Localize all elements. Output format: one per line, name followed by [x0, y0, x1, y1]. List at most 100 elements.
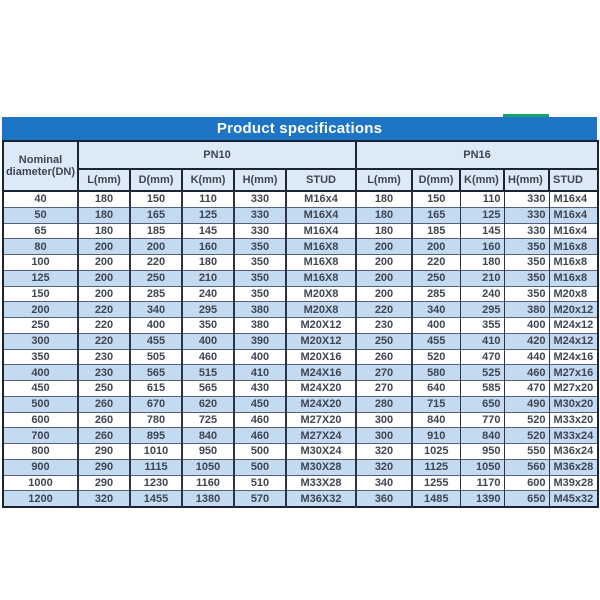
cell-pn10-h: 460 [233, 411, 286, 428]
table-row: 1000 290 1230 1160 510 M33X28 340 1255 1170 600 M3… [3, 474, 598, 491]
cell-pn10-h: 400 [233, 348, 286, 365]
table-row: 65 180 185 145 330 M16X4 180 185 145 330 M16x4 [3, 222, 598, 239]
cell-pn16-k: 240 [459, 285, 504, 302]
cell-pn16-k: 410 [459, 332, 504, 349]
cell-pn10-stud: M33X28 [285, 474, 356, 491]
cell-pn10-k: 240 [181, 285, 234, 302]
cell-pn10-l: 260 [77, 395, 130, 412]
cell-pn16-d: 150 [411, 190, 460, 208]
cell-pn16-stud: M33x20 [548, 411, 598, 428]
cell-pn10-d: 400 [129, 317, 182, 334]
table-row: 450 250 615 565 430 M24X20 270 640 585 470 M27x20 [3, 380, 598, 397]
cell-pn16-stud: M16x4 [548, 190, 598, 208]
cell-pn10-d: 185 [129, 222, 182, 239]
cell-pn16-h: 520 [503, 427, 549, 444]
cell-pn16-k: 1170 [459, 474, 504, 491]
cell-pn10-l: 260 [77, 411, 130, 428]
cell-pn16-k: 145 [459, 222, 504, 239]
cell-pn10-stud: M20X12 [285, 317, 356, 334]
cell-dn: 400 [3, 364, 78, 381]
cell-pn10-d: 615 [129, 380, 182, 397]
cell-dn: 250 [3, 317, 78, 334]
cell-pn10-stud: M24X20 [285, 380, 356, 397]
cell-dn: 700 [3, 427, 78, 444]
cell-pn10-stud: M30X24 [285, 443, 356, 460]
cell-pn10-k: 295 [181, 301, 234, 318]
cell-pn10-stud: M16X4 [285, 206, 356, 223]
pn16-group-header: PN16 [355, 140, 599, 170]
cell-pn10-h: 460 [233, 427, 286, 444]
cell-dn: 300 [3, 332, 78, 349]
cell-pn16-h: 490 [503, 395, 549, 412]
cell-pn16-h: 350 [503, 285, 549, 302]
cell-pn10-stud: M20X8 [285, 301, 356, 318]
cell-pn10-stud: M27X24 [285, 427, 356, 444]
cell-pn16-stud: M27x16 [548, 364, 598, 381]
cell-dn: 500 [3, 395, 78, 412]
cell-pn10-k: 145 [181, 222, 234, 239]
table-row: 300 220 455 400 390 M20X12 250 455 410 420 M24x12 [3, 332, 598, 349]
cell-pn16-stud: M33x24 [548, 427, 598, 444]
cell-pn16-l: 320 [355, 443, 412, 460]
cell-pn16-l: 200 [355, 269, 412, 286]
table-row: 100 200 220 180 350 M16X8 200 220 180 350 M16x8 [3, 254, 598, 271]
nominal-header-line1: Nominal [18, 154, 63, 166]
cell-pn10-d: 780 [129, 411, 182, 428]
cell-pn10-k: 515 [181, 364, 234, 381]
cell-pn16-stud: M16x4 [548, 222, 598, 239]
cell-pn16-h: 350 [503, 269, 549, 286]
cell-pn16-l: 220 [355, 301, 412, 318]
cell-pn10-h: 500 [233, 443, 286, 460]
cell-pn16-d: 200 [411, 238, 460, 255]
table-row: 250 220 400 350 380 M20X12 230 400 355 400 M24x12 [3, 317, 598, 334]
pn16-header-l: L(mm) [355, 168, 413, 192]
cell-pn10-stud: M20X8 [285, 285, 356, 302]
cell-pn16-l: 300 [355, 411, 412, 428]
cell-pn16-l: 340 [355, 474, 412, 491]
table-row: 500 260 670 620 450 M24X20 280 715 650 490 M30x20 [3, 395, 598, 412]
cell-pn16-l: 300 [355, 427, 412, 444]
cell-pn16-k: 180 [459, 254, 504, 271]
cell-pn10-l: 230 [77, 348, 130, 365]
cell-pn16-h: 350 [503, 254, 549, 271]
cell-pn10-d: 1455 [129, 490, 182, 507]
cell-pn16-k: 770 [459, 411, 504, 428]
cell-pn16-d: 340 [411, 301, 460, 318]
cell-dn: 40 [3, 190, 78, 208]
product-spec-table: Nominal diameter(DN) PN10 PN16 L(mm) D(m… [2, 140, 599, 508]
cell-pn10-h: 350 [233, 238, 286, 255]
cell-pn10-d: 670 [129, 395, 182, 412]
cell-pn16-l: 360 [355, 490, 412, 507]
table-row: 350 230 505 460 400 M20X16 260 520 470 440 M24x16 [3, 348, 598, 365]
cell-dn: 125 [3, 269, 78, 286]
cell-pn10-k: 160 [181, 238, 234, 255]
cell-pn16-stud: M45x32 [548, 490, 598, 507]
table-row: 200 220 340 295 380 M20X8 220 340 295 380 M20x12 [3, 301, 598, 318]
cell-pn16-l: 180 [355, 206, 412, 223]
cell-pn10-l: 220 [77, 317, 130, 334]
cell-pn10-k: 620 [181, 395, 234, 412]
cell-dn: 65 [3, 222, 78, 239]
cell-pn16-l: 200 [355, 285, 412, 302]
cell-pn16-k: 650 [459, 395, 504, 412]
cell-dn: 1000 [3, 474, 78, 491]
cell-pn10-d: 250 [129, 269, 182, 286]
cell-pn10-k: 565 [181, 380, 234, 397]
cell-pn16-l: 270 [355, 380, 412, 397]
cell-pn16-k: 210 [459, 269, 504, 286]
table-row: 800 290 1010 950 500 M30X24 320 1025 950 550 M36x2… [3, 443, 598, 460]
cell-pn10-stud: M16X4 [285, 222, 356, 239]
cell-pn16-h: 520 [503, 411, 549, 428]
cell-pn10-l: 290 [77, 443, 130, 460]
cell-pn10-stud: M24X20 [285, 395, 356, 412]
pn10-header-d: D(mm) [129, 168, 183, 192]
cell-pn16-k: 525 [459, 364, 504, 381]
cell-pn10-h: 350 [233, 269, 286, 286]
cell-pn10-k: 110 [181, 190, 234, 208]
table-row: 40 180 150 110 330 M16x4 180 150 110 330 M16x4 [3, 190, 598, 208]
cell-pn16-stud: M16x8 [548, 254, 598, 271]
cell-dn: 350 [3, 348, 78, 365]
cell-dn: 80 [3, 238, 78, 255]
cell-pn10-l: 180 [77, 206, 130, 223]
cell-pn10-d: 1115 [129, 458, 182, 475]
